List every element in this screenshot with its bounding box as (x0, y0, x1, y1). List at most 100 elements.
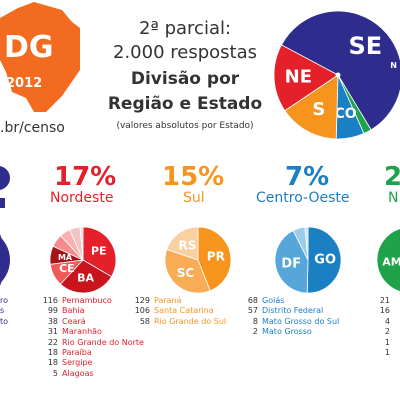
overview-pie-slice-label: S (312, 99, 325, 120)
norte-region-name-fragment: N (388, 190, 399, 206)
centro-oeste-pie-slice (304, 226, 309, 261)
legend-value: 16 (379, 306, 390, 316)
legend-item: 22 Rio Grande do Norte (36, 338, 144, 348)
nordeste-percent: 17% (54, 162, 117, 192)
legend-item: 116 Pernambuco (36, 296, 144, 306)
legend-item: 21 (368, 296, 394, 306)
logo-letters: DG (4, 30, 54, 65)
title-line-4: Região e Estado (107, 94, 263, 114)
title-line-2: 2.000 respostas (113, 42, 257, 63)
overview-pie-norte-fragment: N (390, 61, 397, 70)
legend-state: Mato Grosso (262, 327, 312, 337)
legend-state: Paraíba (62, 348, 92, 358)
centro-oeste-pie-chart: GO DF (274, 226, 342, 294)
legend-item: 1 (368, 338, 394, 348)
legend-item: 57 Distrito Federal (236, 306, 339, 316)
legend-item: 8 Mato Grosso do Sul (236, 317, 339, 327)
legend-state: Sergipe (62, 358, 93, 368)
norte-legend: 21 16 4 2 1 1 (368, 296, 394, 358)
nordeste-pie-slice (82, 226, 117, 278)
sul-pie-slice-label: RS (178, 238, 196, 252)
sul-legend: 129 Paraná 106 Santa Catarina 58 Rio Grande d… (128, 296, 226, 327)
sudeste-legend-item: s (0, 306, 5, 316)
legend-state: Pernambuco (62, 296, 112, 305)
legend-value: 38 (47, 316, 58, 326)
legend-item: 4 (368, 317, 394, 327)
legend-state: Paraná (154, 296, 182, 305)
overview-pie-slice (273, 44, 339, 112)
sul-pie-slice (166, 226, 199, 261)
norte-pie-slice (376, 228, 400, 292)
legend-value: 99 (47, 306, 58, 316)
sul-pie-slice-label: SC (177, 266, 195, 280)
legend-state: Alagoas (62, 368, 94, 378)
sul-pie-slice-label: PR (207, 250, 225, 264)
legend-value: 2 (252, 327, 258, 337)
overview-pie-slice (280, 10, 400, 131)
legend-value: 8 (252, 316, 258, 326)
centro-oeste-legend: 68 Goiás 57 Distrito Federal 8 Mato Grosso do… (236, 296, 339, 338)
centro-oeste-pie-slice (274, 229, 309, 294)
norte-pie-slice-label: AM (382, 255, 400, 268)
legend-item: 16 (368, 306, 394, 316)
title-line-3: Divisão por (130, 69, 240, 89)
overview-pie-slice-label: NE (285, 67, 312, 88)
legend-item: 31 Maranhão (36, 327, 144, 337)
legend-value: 5 (52, 368, 58, 378)
legend-value: 31 (47, 327, 58, 337)
legend-value: 1 (384, 348, 390, 358)
overview-pie-slice-label: CO (335, 106, 357, 122)
legend-value: 106 (134, 306, 150, 316)
centro-oeste-pie-slice (306, 226, 342, 294)
legend-value: 18 (47, 348, 58, 358)
sudeste-legend-fragment: ro s to (0, 296, 8, 327)
nordeste-region-name: Nordeste (50, 190, 114, 206)
legend-value: 68 (247, 296, 258, 305)
overview-pie-chart: SE CO SNE N (273, 10, 400, 140)
legend-state: Rio Grande do Sul (154, 316, 227, 326)
legend-item: 1 (368, 348, 394, 358)
legend-value: 22 (47, 337, 58, 347)
nordeste-pie-slice (59, 259, 113, 294)
sudeste-legend-item: ro (0, 296, 9, 305)
legend-state: Goiás (262, 296, 285, 305)
nordeste-pie-slice-label: PE (91, 244, 107, 257)
legend-state: Mato Grosso do Sul (262, 316, 340, 326)
legend-state: Maranhão (62, 327, 102, 337)
title-line-1: 2ª parcial: (138, 18, 232, 39)
title-note: (valores absolutos por Estado) (116, 121, 254, 131)
legend-item: 5 Alagoas (36, 369, 144, 379)
nordeste-pie-slice-label: BA (77, 271, 94, 284)
norte-pie-chart: AMAC (376, 228, 400, 292)
legend-item: 58 Rio Grande do Sul (128, 317, 226, 327)
legend-value: 4 (384, 316, 390, 326)
legend-value: 129 (134, 296, 150, 305)
legend-state: Ceará (62, 316, 86, 326)
legend-value: 58 (139, 316, 150, 326)
nordeste-pie-slice-label: CE (59, 262, 75, 275)
legend-value: 18 (47, 358, 58, 368)
centro-oeste-percent: 7% (285, 162, 330, 192)
sudeste-name-fragment (0, 198, 5, 208)
overview-pie-slice-label: SE (348, 32, 382, 60)
logo-year: 2012 (6, 76, 43, 91)
site-url[interactable]: .br/censo (0, 120, 65, 136)
nordeste-pie-slice-label: MA (58, 253, 73, 262)
legend-value: 2 (384, 327, 390, 337)
brazil-map-logo (0, 2, 80, 112)
sul-pie-chart: PR SC RS (164, 226, 232, 294)
legend-item: 99 Bahia (36, 306, 144, 316)
norte-percent-fragment: 2 (384, 162, 400, 192)
legend-item: 18 Sergipe (36, 358, 144, 368)
legend-item: 18 Paraíba (36, 348, 144, 358)
centro-oeste-pie-slice-label: DF (281, 256, 301, 271)
legend-state: Santa Catarina (154, 306, 214, 316)
legend-value: 1 (384, 337, 390, 347)
nordeste-legend: 116 Pernambuco 99 Bahia 38 Ceará 31 Maranhão 22 R… (36, 296, 144, 379)
sudeste-pct-fragment (0, 164, 10, 190)
nordeste-pie-slice (79, 226, 84, 261)
legend-value: 21 (379, 296, 390, 305)
legend-value: 116 (42, 296, 58, 305)
sudeste-pie-fragment (0, 234, 10, 286)
